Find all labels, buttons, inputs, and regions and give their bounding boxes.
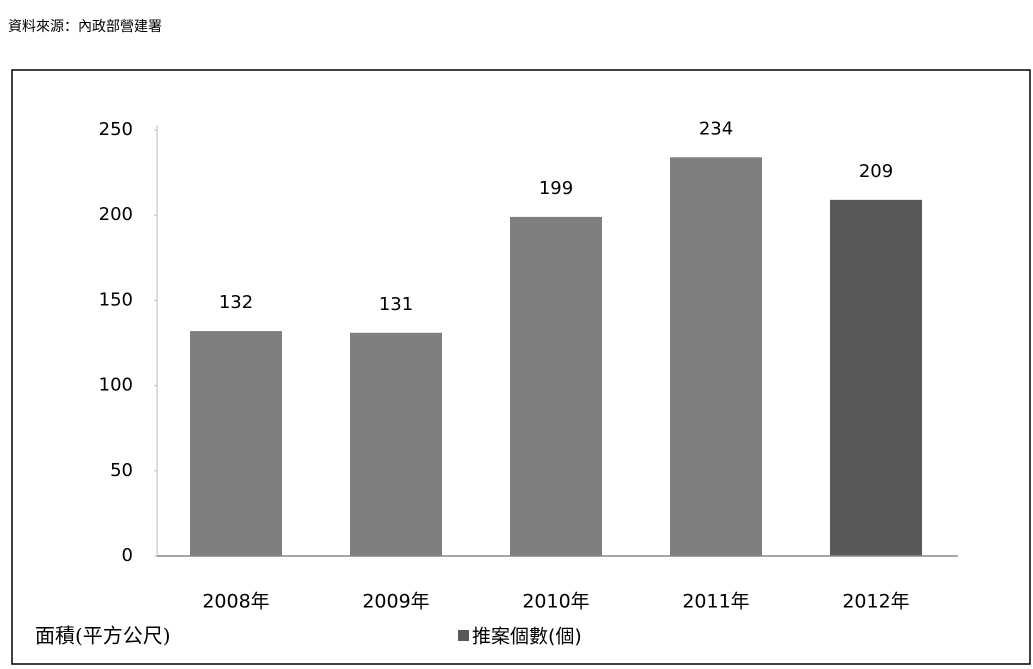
y-tick-label: 200 [99,204,133,225]
bar [350,332,442,556]
y-tick-label: 0 [122,545,133,566]
x-tick-label: 2010年 [522,591,589,613]
data-label: 132 [219,292,253,313]
bar [190,331,282,556]
legend-swatch [458,630,469,641]
bar [670,157,762,557]
legend-label: 推案個數(個) [472,626,582,648]
y-tick-label: 100 [99,375,133,396]
data-label: 234 [699,118,733,139]
bar [510,216,602,557]
x-tick-label: 2009年 [362,591,429,613]
x-tick-label: 2011年 [682,591,749,613]
source: 資料來源：內政部營建署 [8,19,162,35]
y-tick-label: 150 [99,289,133,310]
x-tick-label: 2012年 [842,591,909,613]
y-tick-label: 50 [110,460,133,481]
data-label: 209 [859,161,893,182]
chart-frame [11,69,1031,665]
data-label: 199 [539,178,573,199]
annotation: 面積(平方公尺) [35,624,171,648]
x-tick-label: 2008年 [202,591,269,613]
data-label: 131 [379,294,413,315]
bar [830,199,922,556]
y-tick-label: 250 [99,119,133,140]
